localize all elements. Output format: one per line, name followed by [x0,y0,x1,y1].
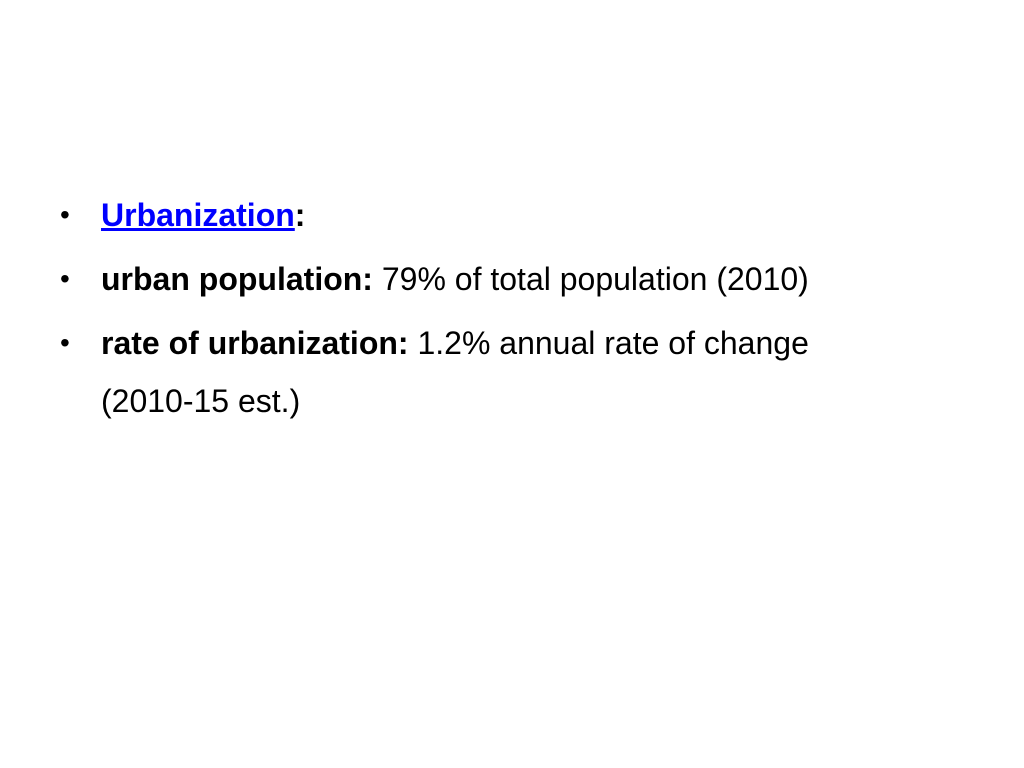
rate-of-urbanization-value: 1.2% annual rate of change (2010-15 est.… [101,325,809,419]
urbanization-link[interactable]: Urbanization [101,197,295,233]
bullet-dot-icon: • [60,327,70,358]
bullet-item-urban-population: • urban population: 79% of total populat… [60,250,910,308]
bullet-list: • Urbanization: • urban population: 79% … [60,186,910,430]
urban-population-value: 79% of total population (2010) [372,261,809,297]
bullet-item-rate-of-urbanization: • rate of urbanization: 1.2% annual rate… [60,314,910,430]
bullet-dot-icon: • [60,199,70,230]
urban-population-label: urban population: [101,261,373,297]
bullet-dot-icon: • [60,263,70,294]
bullet-item-urbanization: • Urbanization: [60,186,910,244]
urbanization-colon: : [294,197,306,233]
rate-of-urbanization-label: rate of urbanization: [101,325,409,361]
